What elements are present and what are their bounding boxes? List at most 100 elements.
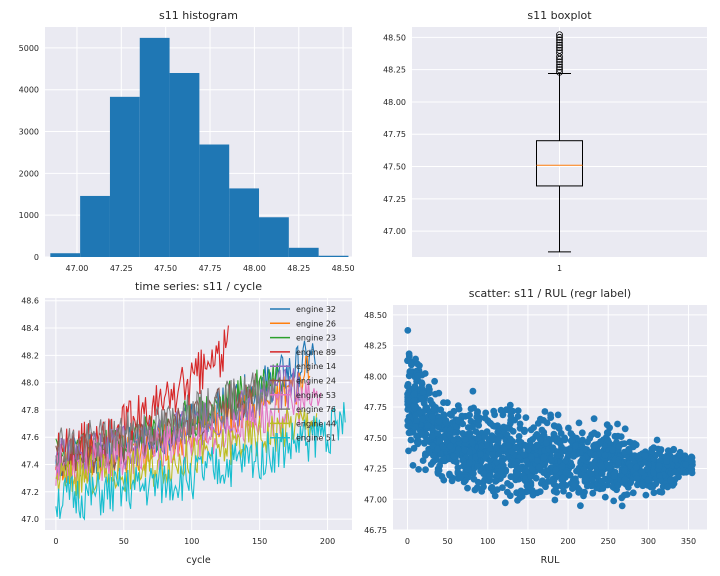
y-tick-label: 3000 <box>19 128 39 137</box>
x-axis-label: cycle <box>186 555 211 566</box>
histogram-bar <box>50 253 81 257</box>
y-tick-label: 47.0 <box>21 515 39 524</box>
scatter-point <box>472 428 480 435</box>
scatter-point <box>556 440 564 447</box>
scatter-point <box>577 502 584 510</box>
scatter-point <box>494 436 502 444</box>
scatter-point <box>410 390 418 398</box>
scatter-point <box>405 350 413 358</box>
scatter-point <box>570 480 578 488</box>
scatter-point <box>437 450 444 458</box>
outlier-point <box>556 61 563 68</box>
scatter-point <box>634 481 641 489</box>
scatter-panel: scatter: s11 / RUL (regr label) RUL 0 50 100… <box>364 287 707 566</box>
scatter-point <box>461 436 469 443</box>
scatter-point <box>522 488 530 496</box>
legend-entry: engine 53 <box>296 391 336 400</box>
scatter-point <box>413 416 420 424</box>
scatter-point <box>507 473 515 481</box>
scatter-point <box>512 471 520 479</box>
scatter-point <box>576 449 584 456</box>
scatter-point <box>565 491 573 499</box>
scatter-point <box>550 422 558 430</box>
scatter-point <box>440 476 448 484</box>
scatter-point <box>456 474 464 481</box>
scatter-point <box>486 472 494 480</box>
scatter-point <box>615 443 623 450</box>
x-tick-label: 47.75 <box>199 264 222 273</box>
scatter-point <box>419 389 427 396</box>
legend-entry: engine 26 <box>296 319 336 328</box>
x-tick-label: 47.00 <box>65 264 88 273</box>
scatter-point <box>512 443 520 451</box>
scatter-point <box>599 485 607 492</box>
scatter-point <box>559 474 567 482</box>
scatter-point <box>614 420 621 428</box>
scatter-point <box>527 426 535 434</box>
y-tick-label: 47.25 <box>383 195 406 204</box>
scatter-point <box>414 440 422 448</box>
series-line <box>55 325 229 473</box>
scatter-point <box>684 455 692 463</box>
scatter-point <box>565 424 572 432</box>
scatter-point <box>575 419 583 427</box>
scatter-point <box>418 420 425 428</box>
boxplot-panel: s11 boxplot 47.00 47.25 47.50 47.75 48.00 48.2… <box>383 9 707 273</box>
y-tick-label: 47.2 <box>21 488 39 497</box>
scatter-point <box>562 457 569 465</box>
scatter-point <box>598 470 606 477</box>
legend-entry: engine 23 <box>296 334 336 343</box>
outlier-point <box>556 33 563 41</box>
scatter-point <box>490 407 498 415</box>
scatter-point <box>470 470 477 477</box>
scatter-point <box>405 397 413 405</box>
scatter-point <box>537 415 544 423</box>
scatter-point <box>561 436 569 444</box>
legend-entry: engine 32 <box>296 305 336 314</box>
y-tick-label: 48.00 <box>364 372 387 381</box>
scatter-point <box>625 447 633 455</box>
scatter-point <box>559 462 566 470</box>
scatter-point <box>657 446 665 453</box>
scatter-point <box>621 425 629 433</box>
scatter-point <box>580 492 587 500</box>
scatter-point <box>493 486 501 493</box>
scatter-point <box>551 496 559 504</box>
scatter-point <box>552 482 560 490</box>
y-tick-label: 1000 <box>19 211 39 220</box>
scatter-point <box>589 461 597 469</box>
scatter-point <box>475 422 483 429</box>
x-tick-label: 48.50 <box>332 264 355 273</box>
scatter-point <box>410 402 418 410</box>
scatter-point <box>569 451 577 459</box>
scatter-point <box>633 475 641 482</box>
x-tick-label: 48.25 <box>287 264 310 273</box>
y-tick-label: 46.75 <box>364 526 387 535</box>
y-tick-label: 48.25 <box>364 342 387 351</box>
legend-entry: engine 24 <box>296 377 336 386</box>
iqr-box <box>536 140 583 187</box>
scatter-point <box>486 419 494 427</box>
scatter-point <box>473 484 481 491</box>
scatter-point <box>404 382 411 390</box>
y-tick-label: 47.75 <box>364 403 387 412</box>
x-tick-label: 0 <box>405 537 410 546</box>
scatter-point <box>482 409 490 417</box>
x-tick-label: 0 <box>53 537 58 546</box>
series-group <box>55 325 346 521</box>
scatter-point <box>448 477 456 485</box>
scatter-point <box>526 437 534 445</box>
scatter-point <box>604 436 612 444</box>
scatter-point <box>480 470 487 478</box>
scatter-point <box>414 360 421 368</box>
scatter-point <box>621 476 629 483</box>
x-tick-label: 150 <box>520 537 535 546</box>
scatter-point <box>504 488 511 496</box>
scatter-point <box>472 453 479 461</box>
y-tick-label: 48.4 <box>21 324 39 333</box>
series-line <box>55 380 322 486</box>
scatter-point <box>568 436 576 444</box>
scatter-point <box>579 455 586 463</box>
scatter-point <box>553 452 561 459</box>
scatter-point <box>418 395 426 403</box>
